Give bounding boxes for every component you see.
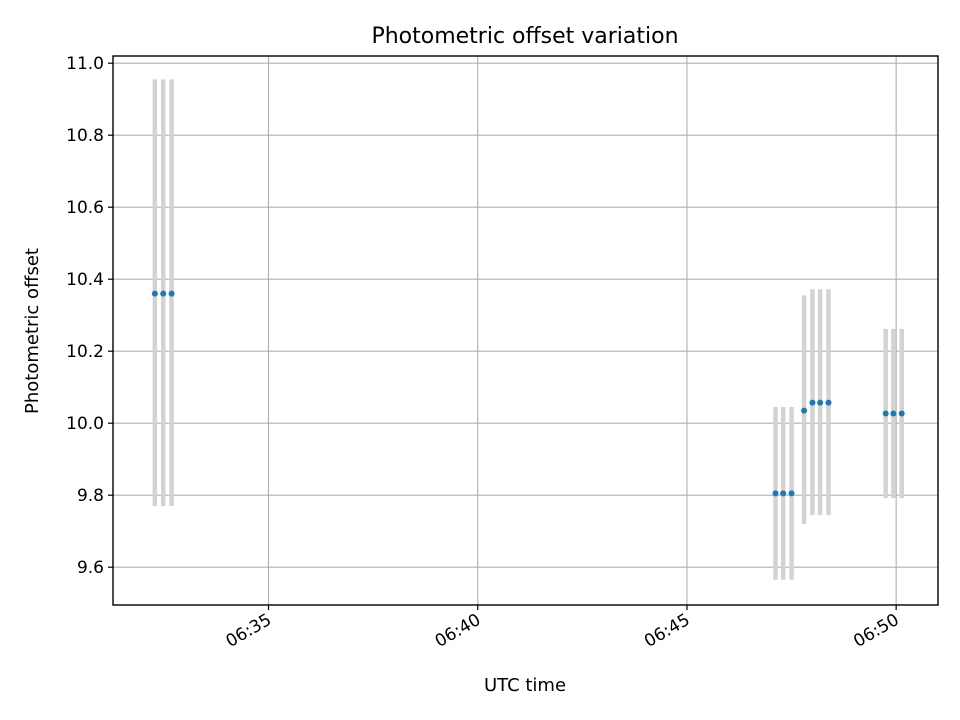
- data-point: [890, 410, 897, 417]
- y-tick-label: 10.2: [66, 342, 104, 362]
- x-axis-label: UTC time: [484, 675, 566, 696]
- data-point: [809, 399, 816, 406]
- y-tick-label: 10.6: [66, 198, 104, 218]
- y-tick-label: 9.6: [77, 558, 104, 578]
- plot-area-frame: [112, 55, 939, 606]
- data-point: [898, 410, 905, 417]
- data-point: [882, 410, 889, 417]
- y-tick-label: 9.8: [77, 486, 104, 506]
- y-tick-label: 10.0: [66, 414, 104, 434]
- x-tick-label: 06:40: [432, 610, 484, 652]
- data-point: [772, 490, 779, 497]
- x-tick-label: 06:50: [850, 610, 902, 652]
- data-point: [825, 399, 832, 406]
- data-point: [160, 290, 167, 297]
- data-points: [151, 290, 905, 497]
- data-point: [801, 407, 808, 414]
- data-point: [788, 490, 795, 497]
- data-point: [780, 490, 787, 497]
- x-tick-label: 06:45: [641, 610, 693, 652]
- y-tick-label: 11.0: [66, 54, 104, 74]
- y-axis-label: Photometric offset: [22, 248, 43, 414]
- data-point: [817, 399, 824, 406]
- x-tick-label: 06:35: [223, 610, 275, 652]
- data-point: [151, 290, 158, 297]
- grid: [113, 56, 938, 605]
- y-tick-label: 10.8: [66, 126, 104, 146]
- data-point: [168, 290, 175, 297]
- chart-title: Photometric offset variation: [371, 24, 678, 49]
- error-bars: [152, 79, 904, 580]
- y-tick-label: 10.4: [66, 270, 104, 290]
